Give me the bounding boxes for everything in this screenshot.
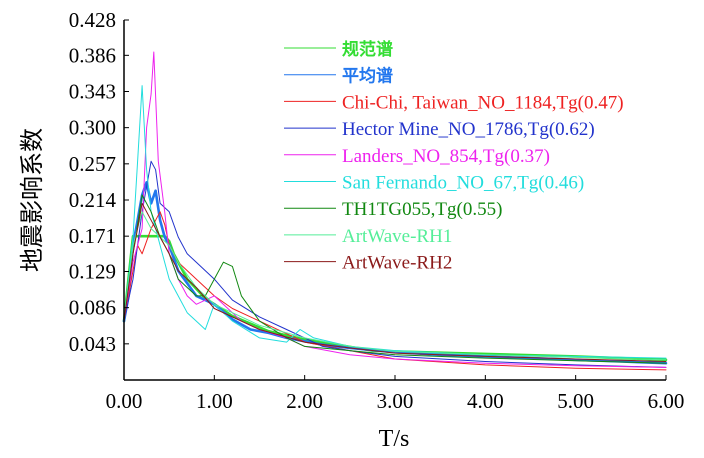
legend-label-5: Landers_NO_854,Tg(0.37) xyxy=(342,146,550,167)
series-line-7 xyxy=(124,195,666,363)
y-tick-label: 0.043 xyxy=(69,332,116,356)
y-axis-ticks: 0.043 0.086 0.129 0.171 0.214 0.257 0.300 0.343… xyxy=(69,8,129,356)
legend-label-6: San Fernando_NO_67,Tg(0.46) xyxy=(342,173,584,194)
y-axis-title: 地震影响系数 xyxy=(19,128,46,272)
y-tick-label: 0.129 xyxy=(69,259,116,283)
x-tick-label: 6.00 xyxy=(648,389,685,413)
legend-label-3: Chi-Chi, Taiwan_NO_1184,Tg(0.47) xyxy=(342,92,624,113)
legend-label-4: Hector Mine_NO_1786,Tg(0.62) xyxy=(342,119,595,140)
legend-label-8: ArtWave-RH1 xyxy=(342,226,452,247)
y-tick-label: 0.300 xyxy=(69,116,116,140)
legend-label-9: ArtWave-RH2 xyxy=(342,253,452,274)
legend-label-2: 平均谱 xyxy=(342,66,393,87)
x-tick-label: 1.00 xyxy=(196,389,233,413)
y-tick-label: 0.386 xyxy=(69,43,116,67)
y-tick-label: 0.343 xyxy=(69,79,116,103)
x-tick-label: 0.00 xyxy=(106,389,143,413)
x-tick-label: 2.00 xyxy=(286,389,323,413)
x-tick-label: 5.00 xyxy=(557,389,594,413)
y-tick-label: 0.086 xyxy=(69,296,116,320)
y-tick-label: 0.171 xyxy=(69,224,116,248)
x-axis-title: T/s xyxy=(379,426,410,452)
spectrum-chart: 0.00 1.00 2.00 3.00 4.00 5.00 6.00 0.0430.0860… xyxy=(0,0,704,458)
legend-label-7: TH1TG055,Tg(0.55) xyxy=(342,199,502,220)
y-tick-label: 0.257 xyxy=(69,152,116,176)
y-tick-label: 0.214 xyxy=(69,188,117,212)
x-tick-label: 3.00 xyxy=(377,389,414,413)
legend-label-1: 规范谱 xyxy=(342,39,393,60)
x-tick-label: 4.00 xyxy=(467,389,504,413)
y-tick-label: 0.428 xyxy=(69,8,116,32)
